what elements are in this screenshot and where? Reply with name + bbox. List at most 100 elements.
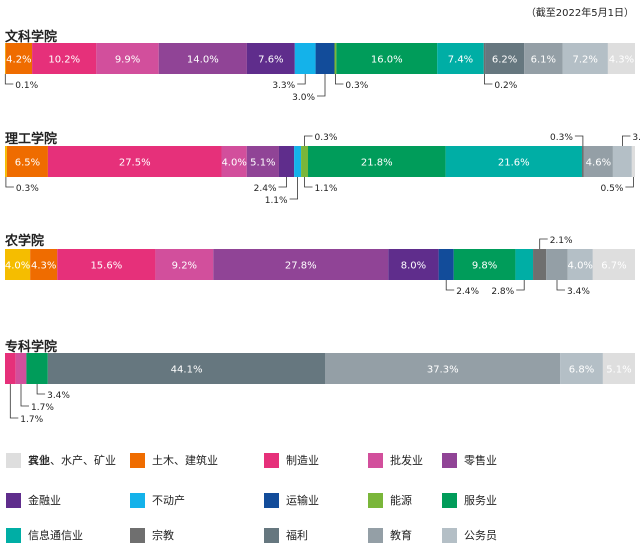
legend-swatch [368,527,383,543]
legend-label: 土木、建筑业 [152,454,218,467]
stacked-bar-chart: 4.2% 10.2% 9.9% 14.0% 7.6% 16.0% 7.4% 6.2% 6.1% 7… [5,43,640,425]
bar-value-label: 5.1% [250,158,275,169]
legend-label: 宗教 [152,529,174,542]
bar-segment-1-0 [5,146,7,177]
bar-segment-2-7 [438,249,454,280]
legend-swatch [264,452,279,468]
bar-value-label: 21.6% [498,158,530,169]
callout-line [304,135,313,146]
legend-swatch [368,492,383,508]
legend-item-finance: 金融业 [6,492,61,508]
callout-line [20,384,29,407]
legend-label: 零售业 [464,454,497,467]
bar-segment-2-1 [30,249,58,280]
legend-label: 农业、水产、矿业 [28,454,116,467]
bar-segment-0-9 [336,43,438,74]
bar-value-label: 4.0% [221,158,246,169]
bar-value-label: 7.6% [258,55,283,66]
bar-value-label: 7.4% [448,55,473,66]
bar-segment-1-11 [581,146,584,177]
callout-line [9,384,19,419]
legend-label: 不动产 [152,494,185,507]
legend-label: 运输业 [286,494,319,507]
callout-label: 1.7% [20,415,43,425]
bar-value-label: 10.2% [48,55,80,66]
bar-segment-3-15 [602,353,635,384]
bar-segment-0-3 [96,43,159,74]
bar-segment-1-6 [294,146,302,177]
bar-value-label: 4.0% [568,261,593,272]
bar-value-label: 9.2% [172,261,197,272]
bar-segment-1-2 [47,146,222,177]
callout-line [36,384,46,395]
date-note: （截至2022年5月1日） [525,8,634,19]
callout-label: 1.1% [265,196,288,206]
legend-swatch [368,452,383,468]
bar-value-label: 6.1% [531,55,556,66]
bar-segment-3-9 [26,353,48,384]
bar-segment-0-12 [485,43,525,74]
legend-swatch [6,492,21,508]
bar-segment-1-4 [246,146,279,177]
callout-label: 0.3% [345,81,368,91]
legend-label: 信息通信业 [28,529,83,542]
callout-label: 2.4% [456,287,479,297]
bar-segment-0-2 [32,43,97,74]
bar-segment-2-2 [57,249,156,280]
callout-label: 0.5% [601,184,624,194]
legend-label: 教育 [390,529,412,542]
bar-segment-1-15 [631,146,635,177]
bar-segment-0-4 [158,43,247,74]
chart-title-agriculture: 农学院 [5,234,45,249]
legend-item-mfg: 制造业 [264,452,319,468]
bar-segment-2-10 [515,249,534,280]
bar-segment-1-10 [445,146,582,177]
bar-value-label: 14.0% [187,55,219,66]
bar-segment-0-11 [483,43,486,74]
bar-value-label: 5.1% [606,365,631,376]
bar-segment-2-4 [213,249,389,280]
callout-label: 3.4% [567,287,590,297]
bar-value-label: 27.5% [119,158,151,169]
callout-label: 0.1% [15,81,38,91]
callout-line [278,177,287,188]
legend-swatch [130,527,145,543]
legend-item-energy: 能源 [368,492,412,508]
bar-value-label: 9.8% [472,261,497,272]
bar-value-label: 6.7% [601,261,626,272]
callout-line [556,280,565,291]
bar-value-label: 27.8% [285,261,317,272]
bar-value-label: 16.0% [371,55,403,66]
bar-segment-2-0 [5,249,31,280]
bar-segment-0-10 [437,43,484,74]
callout-label: 0.2% [494,81,517,91]
callout-label: 3.0% [292,93,315,103]
bar-segment-3-13 [325,353,561,384]
bar-value-label: 8.0% [401,261,426,272]
legend-item-civil_servant: 公务员 [442,527,497,543]
bar-segment-0-6 [294,43,316,74]
bar-segment-2-5 [388,249,439,280]
legend-swatch [6,527,21,543]
bar-value-label: 4.6% [586,158,611,169]
bar-segment-1-13 [583,146,613,177]
callout-label: 0.3% [16,184,39,194]
legend-item-wholesale: 批发业 [368,452,423,468]
bar-segment-0-0 [5,43,6,74]
legend-swatch [442,452,457,468]
legend-item-civil: 土木、建筑业 [130,452,218,468]
legend-label: 服务业 [464,494,497,507]
legend-label: 批发业 [390,454,423,467]
chart-title-science-engineering: 理工学院 [5,132,58,147]
bar-segment-3-12 [47,353,326,384]
legend-item-it: 信息通信业 [6,527,83,543]
bar-segment-1-9 [308,146,446,177]
bar-value-label: 4.2% [6,55,31,66]
legend-label: 福利 [286,529,308,542]
callout-label: 0.3% [315,133,338,143]
callout-line [289,177,299,200]
bar-segment-0-14 [562,43,608,74]
bar-segment-3-14 [560,353,603,384]
bar-value-label: 6.5% [15,158,40,169]
callout-label: 3.4% [47,391,70,401]
